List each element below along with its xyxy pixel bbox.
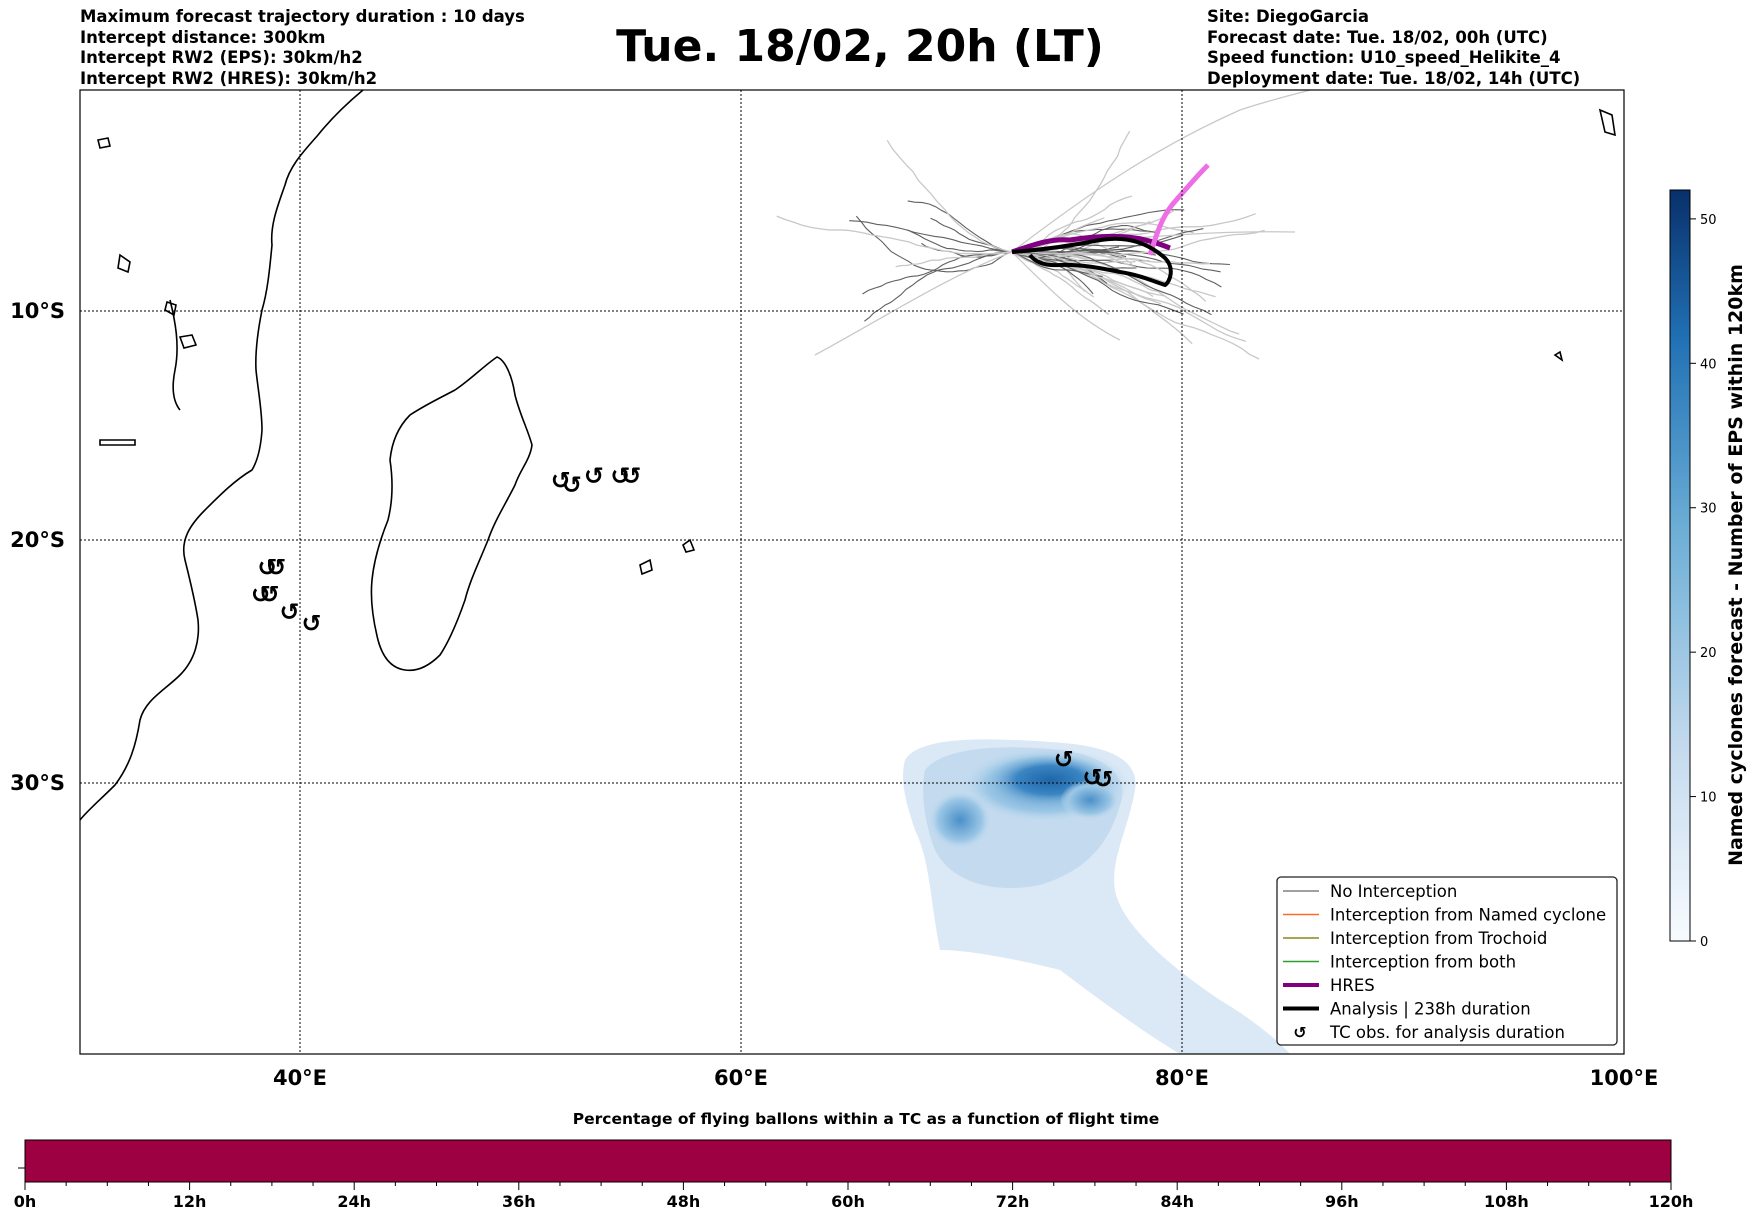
tc-observation-symbol: ↺ <box>1054 745 1074 773</box>
bottom-bar-title: Percentage of flying ballons within a TC… <box>573 1110 1160 1128</box>
eps-trajectory-line <box>1011 251 1103 277</box>
legend-label: HRES <box>1330 976 1375 995</box>
reunion-island <box>682 538 696 553</box>
mauritius-island <box>639 558 653 576</box>
colorbar-tick-label: 30 <box>1700 502 1717 517</box>
hres-extension-trajectory <box>1147 163 1210 256</box>
flight-time-tick-label: 72h <box>996 1192 1030 1211</box>
small-island <box>178 334 198 349</box>
eps-trajectory-line <box>1011 251 1212 316</box>
eps-trajectory-line <box>1011 90 1311 253</box>
header-right-line: Speed function: U10_speed_Helikite_4 <box>1207 48 1561 67</box>
colorbar-label: Named cyclones forecast - Number of EPS … <box>1725 264 1747 866</box>
bottom-bar-fill <box>24 1139 1672 1183</box>
eps-trajectory-line <box>1011 251 1121 341</box>
flight-time-bar: Percentage of flying ballons within a TC… <box>14 1110 1694 1211</box>
density-colorbar: 0 10 20 30 40 50 Named cyclones forecast - Nu… <box>1669 189 1747 950</box>
flight-time-tick-label: 12h <box>173 1192 207 1211</box>
eps-trajectories <box>776 90 1311 360</box>
legend: No Interception Interception from Named c… <box>1276 876 1618 1046</box>
flight-time-tick-label: 36h <box>502 1192 536 1211</box>
tc-observation-symbol: ↺ <box>302 609 322 637</box>
analysis-trajectory <box>1011 236 1173 288</box>
map-gridlines <box>80 90 1624 1054</box>
lat-tick-label: 30°S <box>10 771 65 795</box>
small-island <box>1553 350 1564 362</box>
tc-observation-symbol: ↺ <box>279 598 299 626</box>
colorbar-scale <box>1669 189 1691 942</box>
tc-observations: ↺↺ ↺ ↺↺↺↺↺↺↺ ↺↺↺↺ <box>251 462 1114 793</box>
flight-time-tick-label: 0h <box>14 1192 37 1211</box>
cyclone-density-heatmap <box>903 739 1290 1054</box>
eps-trajectory-line <box>1011 251 1184 315</box>
tc-observation-symbol: ↺ <box>1093 766 1113 794</box>
lake-shore <box>169 299 181 411</box>
tc-observation-symbol: ↺ <box>1082 763 1102 791</box>
map-frame <box>79 89 1625 1055</box>
lon-tick-label: 100°E <box>1590 1066 1659 1090</box>
header-left-line: Intercept distance: 300km <box>80 27 326 47</box>
header-right-info: Site: DiegoGarcia Forecast date: Tue. 18… <box>1207 7 1580 89</box>
eps-trajectory-line <box>1012 229 1265 256</box>
tc-observation-symbol: ↺ <box>266 554 286 582</box>
flight-time-tick-label: 48h <box>667 1192 701 1211</box>
legend-label: TC obs. for analysis duration <box>1329 1023 1565 1042</box>
header-left-info: Maximum forecast trajectory duration : 1… <box>80 7 525 89</box>
colorbar-tick-label: 10 <box>1700 791 1717 806</box>
eps-trajectory-line <box>849 220 1013 253</box>
eps-trajectory-line <box>776 215 1013 255</box>
eps-trajectory-line <box>886 139 1013 253</box>
tc-observation-symbol: ↺ <box>251 580 271 608</box>
tc-observation-symbol: ↺ <box>551 467 571 495</box>
colorbar-tick-label: 40 <box>1700 357 1717 372</box>
comoros-island <box>117 253 131 274</box>
eps-trajectory-line <box>1011 251 1162 305</box>
small-island <box>99 439 136 446</box>
map-title: Tue. 18/02, 20h (LT) <box>616 21 1104 72</box>
lon-tick-label: 60°E <box>714 1066 768 1090</box>
legend-label: Interception from Named cyclone <box>1330 906 1606 925</box>
eps-trajectory-line <box>907 229 1013 253</box>
header-left-line: Intercept RW2 (HRES): 30km/h2 <box>80 68 378 88</box>
tc-observation-symbol: ↺ <box>257 554 277 582</box>
tc-observation-symbol: ↺ <box>260 580 280 608</box>
flight-time-tick-label: 96h <box>1325 1192 1359 1211</box>
colorbar-tick-label: 20 <box>1700 646 1717 661</box>
flight-time-tick-label: 120h <box>1649 1192 1694 1211</box>
flight-time-tick-label: 24h <box>337 1192 371 1211</box>
legend-label: Interception from Trochoid <box>1330 929 1547 948</box>
tc-observation-symbol: ↺ <box>584 462 604 490</box>
lon-tick-label: 80°E <box>1155 1066 1209 1090</box>
eps-trajectory-line <box>1011 251 1207 302</box>
lon-tick-label: 40°E <box>273 1066 327 1090</box>
africa-coast <box>80 90 364 821</box>
flight-time-tick-label: 108h <box>1484 1192 1529 1211</box>
eps-trajectory-line <box>814 251 1013 356</box>
small-island <box>1598 108 1616 137</box>
lat-tick-label: 10°S <box>10 299 65 323</box>
flight-time-tick-label: 60h <box>831 1192 865 1211</box>
coastlines <box>80 90 1616 821</box>
lat-tick-label: 20°S <box>10 528 65 552</box>
tc-observation-symbol: ↺ <box>610 462 630 490</box>
eps-trajectory-line <box>1011 251 1110 316</box>
tc-observation-symbol: ↺ <box>621 462 641 490</box>
legend-label: Interception from both <box>1330 953 1516 972</box>
header-right-line: Site: DiegoGarcia <box>1207 7 1370 26</box>
tc-observation-symbol: ↺ <box>562 471 582 499</box>
colorbar-tick-label: 0 <box>1700 935 1708 950</box>
flight-time-tick-label: 84h <box>1160 1192 1194 1211</box>
legend-label: No Interception <box>1330 882 1457 901</box>
header-right-line: Deployment date: Tue. 18/02, 14h (UTC) <box>1207 68 1581 88</box>
small-island <box>97 137 111 149</box>
legend-box <box>1276 876 1618 1046</box>
legend-label: Analysis | 238h duration <box>1330 1000 1531 1019</box>
madagascar-coast <box>370 356 533 672</box>
legend-tc-symbol: ↺ <box>1293 1023 1306 1042</box>
header-right-line: Forecast date: Tue. 18/02, 00h (UTC) <box>1207 27 1548 47</box>
colorbar-tick-label: 50 <box>1700 213 1717 228</box>
header-left-line: Maximum forecast trajectory duration : 1… <box>80 7 525 26</box>
header-left-line: Intercept RW2 (EPS): 30km/h2 <box>80 48 363 67</box>
